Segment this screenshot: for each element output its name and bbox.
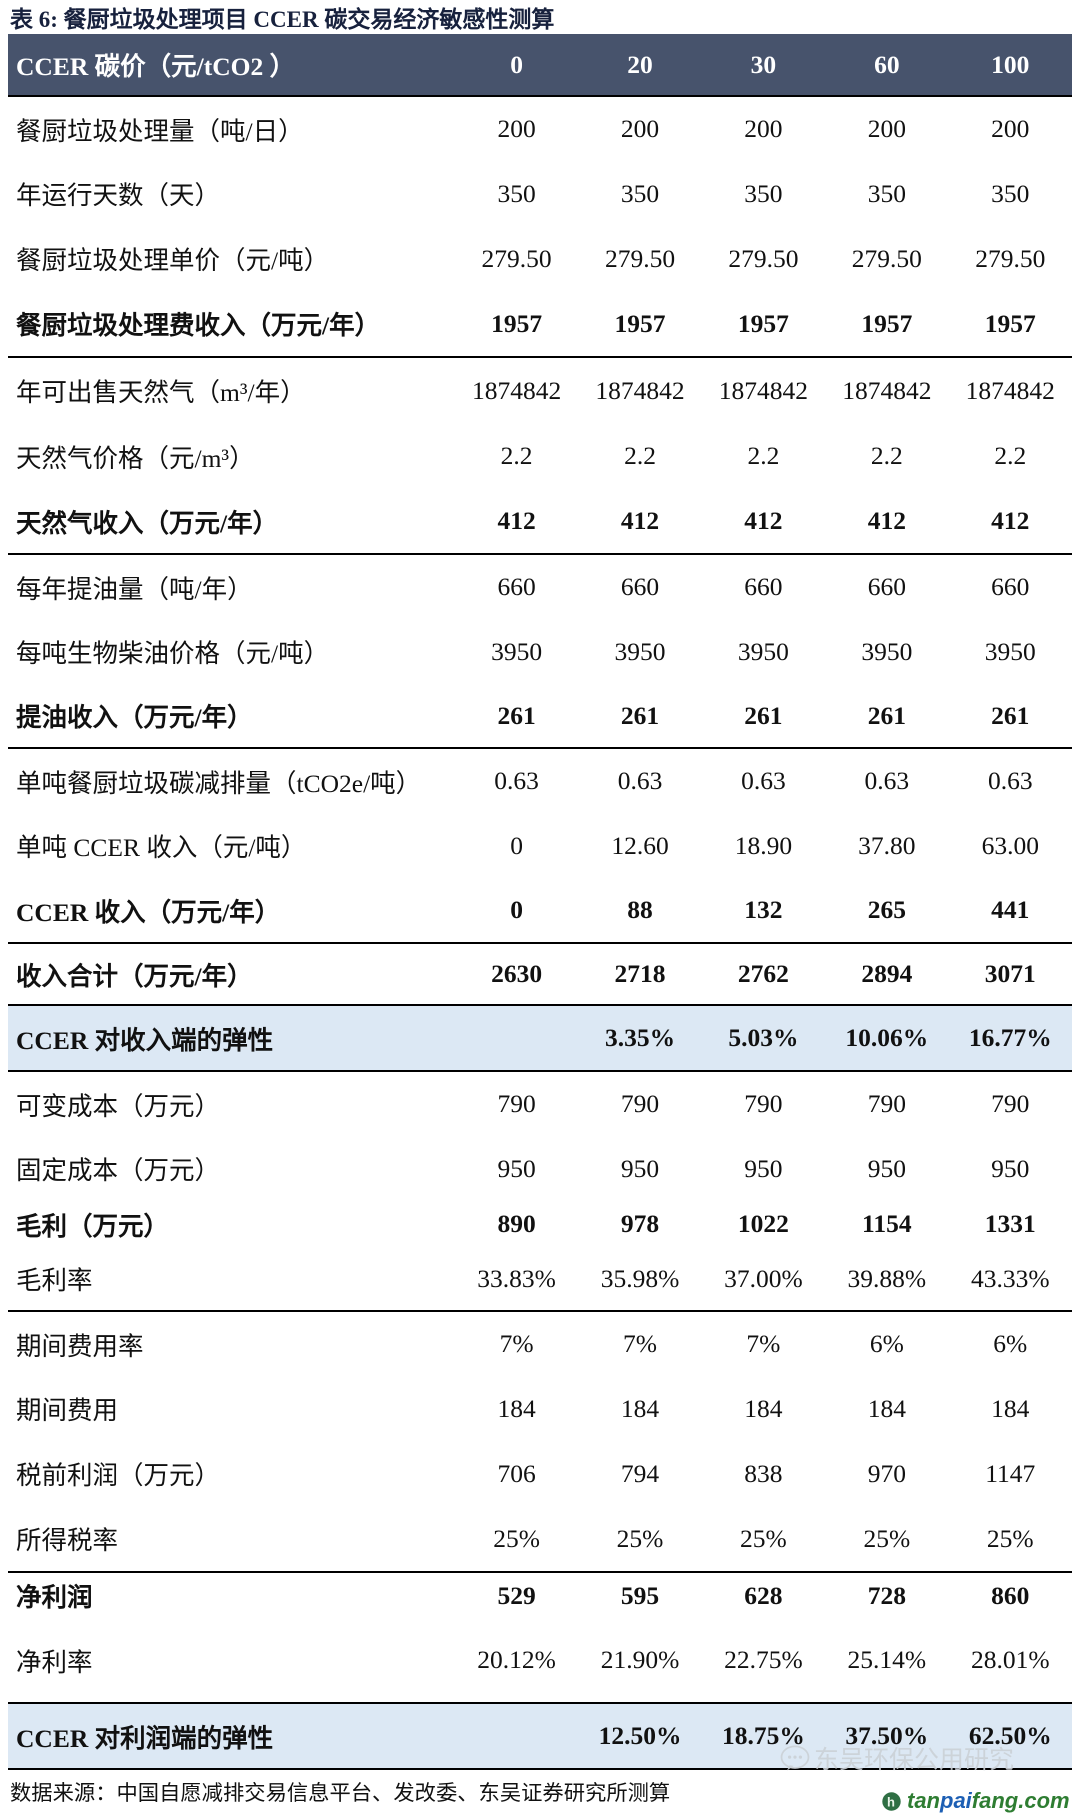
svg-text:h: h	[887, 1794, 895, 1809]
